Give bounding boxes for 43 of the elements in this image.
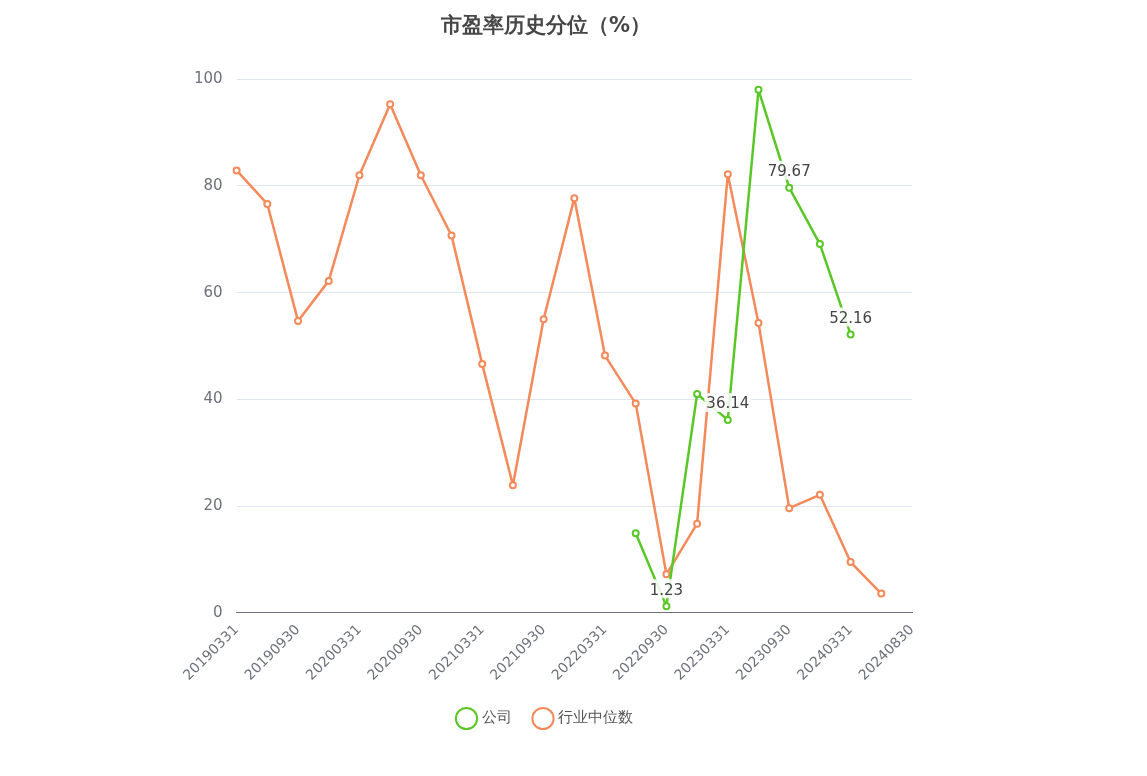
point: [570, 194, 579, 203]
y-tick-label: 60: [203, 282, 223, 301]
point: [539, 315, 548, 324]
point: [815, 240, 824, 249]
point: [324, 276, 333, 285]
point: [662, 602, 671, 611]
point: [877, 589, 886, 598]
point: [662, 570, 671, 579]
point: [846, 558, 855, 567]
point: [508, 481, 517, 490]
y-tick-label: 100: [193, 69, 223, 88]
point: [754, 85, 763, 94]
legend-label: 公司: [481, 708, 512, 727]
y-tick-label: 0: [213, 602, 223, 621]
point: [785, 183, 794, 192]
point: [601, 351, 610, 360]
data-label: 36.14: [706, 394, 750, 413]
point: [723, 170, 732, 179]
point: [263, 200, 272, 209]
point: [754, 319, 763, 328]
data-label: 52.16: [829, 308, 873, 327]
data-label: 1.23: [649, 580, 684, 599]
point: [478, 360, 487, 369]
point: [631, 399, 640, 408]
point: [785, 504, 794, 513]
y-tick-label: 80: [203, 175, 223, 194]
point: [294, 316, 303, 325]
y-tick-label: 40: [203, 389, 223, 408]
point: [355, 171, 364, 180]
point: [693, 519, 702, 528]
point: [846, 330, 855, 339]
legend-label: 行业中位数: [558, 708, 633, 727]
point: [815, 490, 824, 499]
y-tick-label: 20: [203, 495, 223, 514]
data-label: 79.67: [767, 162, 811, 181]
point: [232, 166, 241, 175]
point: [386, 100, 395, 109]
point: [631, 529, 640, 538]
point: [447, 231, 456, 240]
point: [416, 171, 425, 180]
point: [723, 415, 732, 424]
point: [693, 389, 702, 398]
chart-title: 市盈率历史分位（%）: [439, 13, 652, 38]
